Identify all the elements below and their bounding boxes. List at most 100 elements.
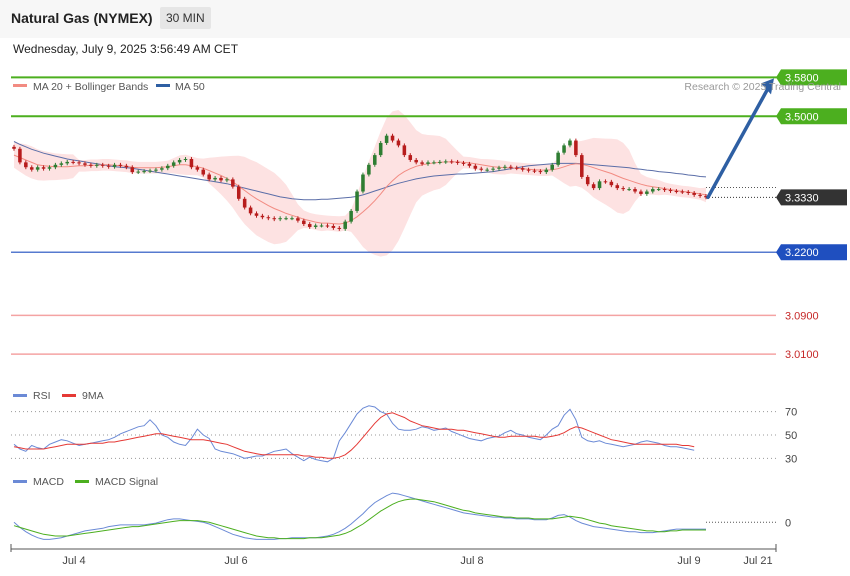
candle-body <box>166 165 170 169</box>
candle-body <box>544 169 549 173</box>
level-label-2: 3.2200 <box>785 247 819 259</box>
rsi-level-label-70: 70 <box>785 407 797 419</box>
candle-body <box>71 161 75 163</box>
candle-body <box>112 164 117 167</box>
candle-body <box>467 163 472 166</box>
candle-body <box>367 164 371 175</box>
candle-body <box>443 161 448 163</box>
rsi-series-0 <box>13 405 695 463</box>
legend-label-rsi-ma: 9MA <box>82 390 104 402</box>
current-price-label: 3.3330 <box>785 192 819 204</box>
candle-body <box>201 169 206 175</box>
macd-panel: MACD MACD Signal 0 <box>13 476 791 540</box>
legend-label-ma20: MA 20 + Bollinger Bands <box>33 81 148 93</box>
x-tick-label: Jul 21 <box>743 555 772 567</box>
candle-body <box>692 192 696 195</box>
legend-swatch-rsi-ma <box>62 394 76 397</box>
candle-body <box>408 155 413 160</box>
legend-label-ma50: MA 50 <box>175 81 205 93</box>
candle-body <box>136 171 140 173</box>
candle-body <box>550 164 554 170</box>
timestamp: Wednesday, July 9, 2025 3:56:49 AM CET <box>13 42 239 56</box>
candle-body <box>438 161 442 163</box>
timeframe-badge[interactable]: 30 MIN <box>160 7 211 29</box>
level-label-3: 3.0900 <box>785 310 819 322</box>
candle-body <box>580 155 584 177</box>
candle-body <box>189 158 194 168</box>
candle-body <box>225 179 229 181</box>
candle-body <box>95 164 99 166</box>
candle-body <box>124 165 129 168</box>
macd-series-1 <box>13 498 706 540</box>
candle-body <box>520 168 525 170</box>
candle-body <box>319 225 324 227</box>
candle-body <box>325 225 330 227</box>
projection-arrow <box>706 86 770 200</box>
candle-body <box>704 195 708 198</box>
legend-label-rsi: RSI <box>33 390 51 402</box>
candle-body <box>160 168 164 170</box>
candle-body <box>668 190 673 192</box>
candle-body <box>41 167 46 169</box>
candle-body <box>514 167 519 169</box>
candle-body <box>313 225 318 227</box>
candle-body <box>390 135 395 141</box>
candle-body <box>491 168 495 170</box>
candle-body <box>343 221 347 229</box>
candle-body <box>302 220 306 225</box>
projection-arrowhead <box>761 78 774 95</box>
level-tag-2 <box>776 244 847 261</box>
candle-body <box>154 169 158 171</box>
candle-body <box>645 191 649 194</box>
candle-body <box>461 162 466 164</box>
x-tick-label: Jul 4 <box>62 555 85 567</box>
macd-series-0 <box>13 492 706 540</box>
x-axis: Jul 4 Jul 6 Jul 8 Jul 9 Jul 21 <box>10 544 777 567</box>
candle-body <box>53 164 58 168</box>
level-tag-0 <box>776 69 847 86</box>
candle-body <box>355 191 359 211</box>
candle-body <box>171 162 176 166</box>
candle-body <box>680 191 685 193</box>
candle-body <box>148 170 152 172</box>
macd-zero-label: 0 <box>785 517 791 529</box>
legend-swatch-ma50 <box>156 84 170 87</box>
level-tag-1 <box>776 108 847 125</box>
candle-body <box>307 224 312 227</box>
candle-body <box>526 169 531 171</box>
candle-body <box>420 162 424 164</box>
candle-body <box>591 184 596 189</box>
candle-body <box>674 191 679 193</box>
candle-body <box>272 218 277 220</box>
ma20-line <box>13 154 707 225</box>
candle-body <box>432 162 436 164</box>
legend-swatch-macd <box>13 480 27 483</box>
level-label-0: 3.5800 <box>785 72 819 84</box>
candle-body <box>621 188 625 190</box>
candle-body <box>503 166 507 168</box>
candle-body <box>562 145 566 153</box>
candle-body <box>195 167 200 170</box>
price-panel: MA 20 + Bollinger Bands MA 50 3.5800 3.5000… <box>11 69 847 361</box>
candle-body <box>12 146 16 149</box>
candle-body <box>556 152 560 165</box>
candle-body <box>349 210 353 222</box>
level-label-4: 3.0100 <box>785 349 819 361</box>
candle-body <box>24 162 28 168</box>
candle-body <box>656 189 661 191</box>
candle-body <box>609 181 614 186</box>
candle-body <box>290 218 294 220</box>
candle-body <box>361 174 365 192</box>
bollinger-band <box>14 110 706 257</box>
candle-body <box>47 167 52 169</box>
instrument-title: Natural Gas (NYMEX) <box>11 10 153 26</box>
candle-body <box>248 207 253 214</box>
candle-body <box>89 164 93 166</box>
legend-label-macd-signal: MACD Signal <box>95 476 158 488</box>
candle-body <box>29 167 34 170</box>
candle-body <box>426 162 430 164</box>
candle-body <box>266 217 271 219</box>
candle-body <box>331 225 336 228</box>
candle-body <box>473 165 478 169</box>
candle-body <box>337 227 342 229</box>
